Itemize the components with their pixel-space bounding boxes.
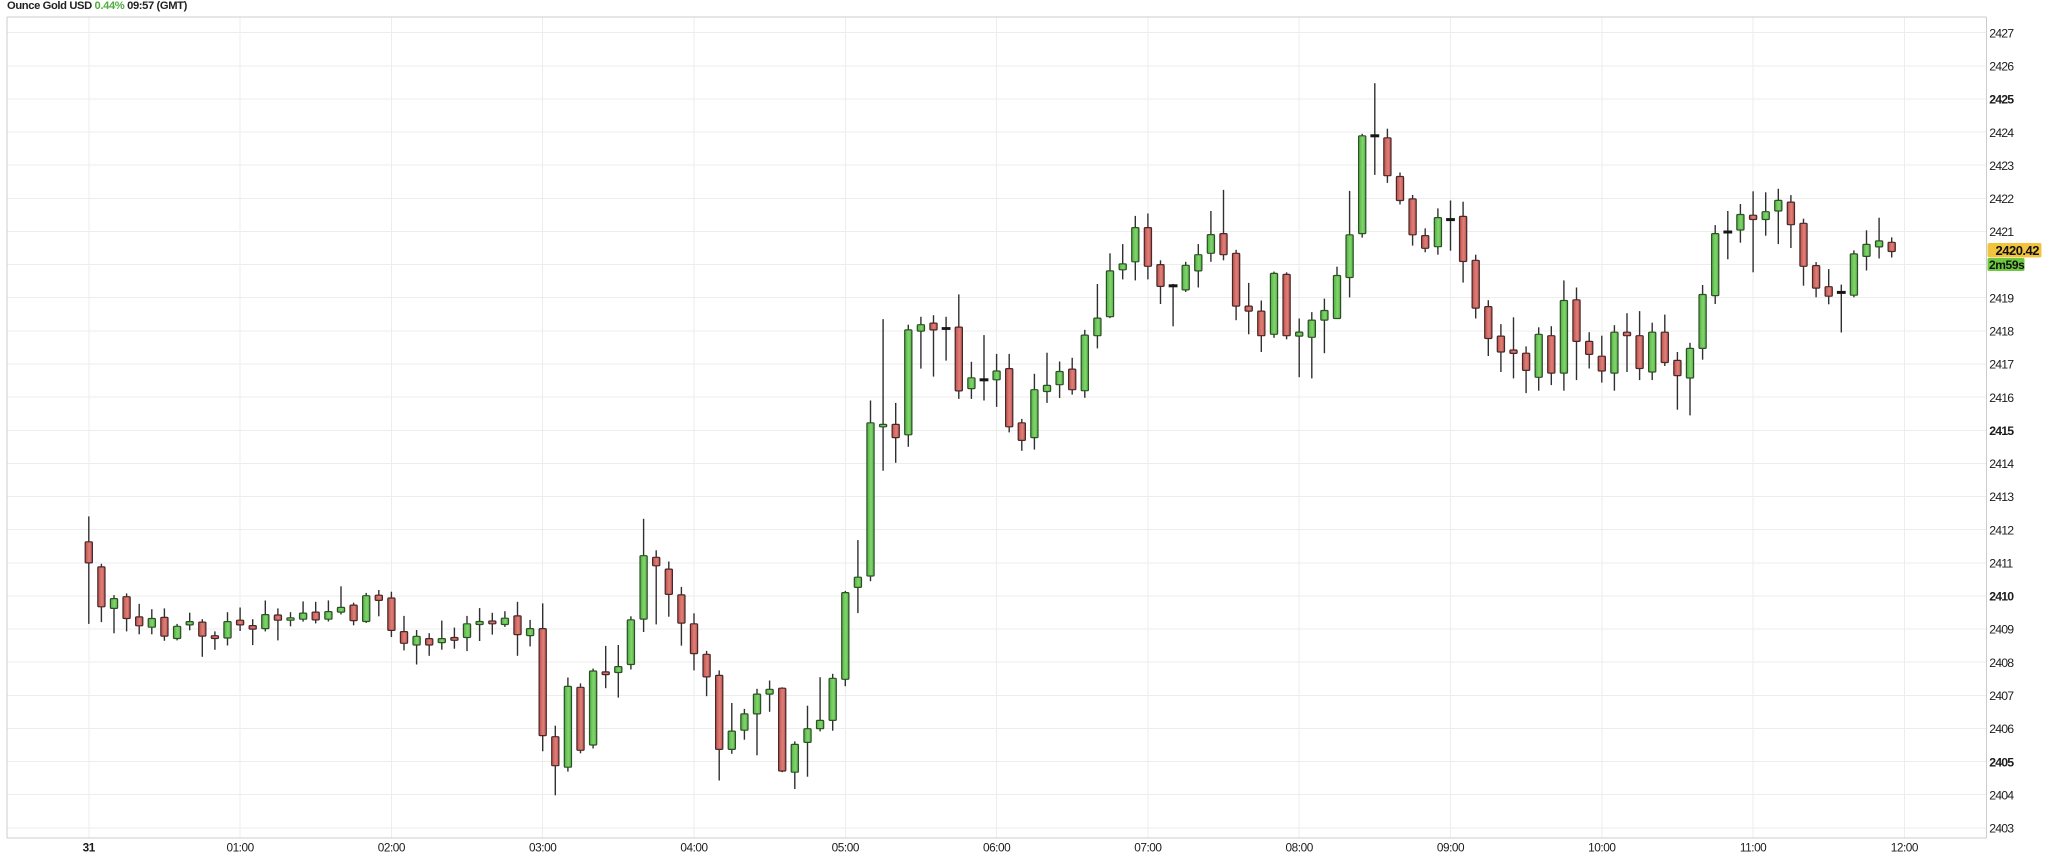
svg-text:10:00: 10:00 xyxy=(1588,840,1616,852)
svg-text:2410: 2410 xyxy=(1989,590,2014,604)
svg-text:2403: 2403 xyxy=(1989,822,2014,836)
svg-text:01:00: 01:00 xyxy=(226,840,254,852)
svg-text:2416: 2416 xyxy=(1989,391,2014,405)
svg-text:11:00: 11:00 xyxy=(1740,840,1767,852)
svg-text:2412: 2412 xyxy=(1989,523,2014,537)
svg-text:03:00: 03:00 xyxy=(529,840,557,852)
svg-text:2427: 2427 xyxy=(1989,26,2014,40)
svg-text:31: 31 xyxy=(83,840,96,852)
svg-text:2418: 2418 xyxy=(1989,325,2014,339)
svg-text:2419: 2419 xyxy=(1989,291,2014,305)
svg-text:2421: 2421 xyxy=(1989,225,2014,239)
svg-text:2408: 2408 xyxy=(1989,656,2014,670)
svg-text:04:00: 04:00 xyxy=(680,840,708,852)
svg-text:2m59s: 2m59s xyxy=(1989,258,2025,272)
svg-text:2417: 2417 xyxy=(1989,358,2014,372)
svg-text:2405: 2405 xyxy=(1989,755,2014,769)
svg-text:2406: 2406 xyxy=(1989,722,2014,736)
svg-text:09:00: 09:00 xyxy=(1437,840,1465,852)
svg-text:2425: 2425 xyxy=(1989,93,2014,107)
svg-text:2426: 2426 xyxy=(1989,60,2014,74)
svg-text:2411: 2411 xyxy=(1989,557,2013,571)
svg-text:2422: 2422 xyxy=(1989,192,2014,206)
svg-text:05:00: 05:00 xyxy=(832,840,860,852)
svg-text:2423: 2423 xyxy=(1989,159,2014,173)
svg-text:02:00: 02:00 xyxy=(378,840,406,852)
svg-text:12:00: 12:00 xyxy=(1891,840,1919,852)
svg-text:2415: 2415 xyxy=(1989,424,2014,438)
svg-text:2409: 2409 xyxy=(1989,623,2014,637)
svg-text:2424: 2424 xyxy=(1989,126,2014,140)
svg-text:2413: 2413 xyxy=(1989,490,2014,504)
svg-text:08:00: 08:00 xyxy=(1286,840,1314,852)
svg-text:2407: 2407 xyxy=(1989,689,2014,703)
svg-text:06:00: 06:00 xyxy=(983,840,1011,852)
svg-text:2404: 2404 xyxy=(1989,788,2014,802)
svg-text:2414: 2414 xyxy=(1989,457,2014,471)
svg-text:2420.42: 2420.42 xyxy=(1996,243,2040,258)
svg-text:07:00: 07:00 xyxy=(1134,840,1162,852)
